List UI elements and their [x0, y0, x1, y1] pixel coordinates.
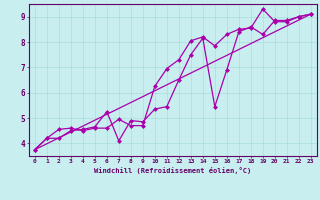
X-axis label: Windchill (Refroidissement éolien,°C): Windchill (Refroidissement éolien,°C) — [94, 167, 252, 174]
